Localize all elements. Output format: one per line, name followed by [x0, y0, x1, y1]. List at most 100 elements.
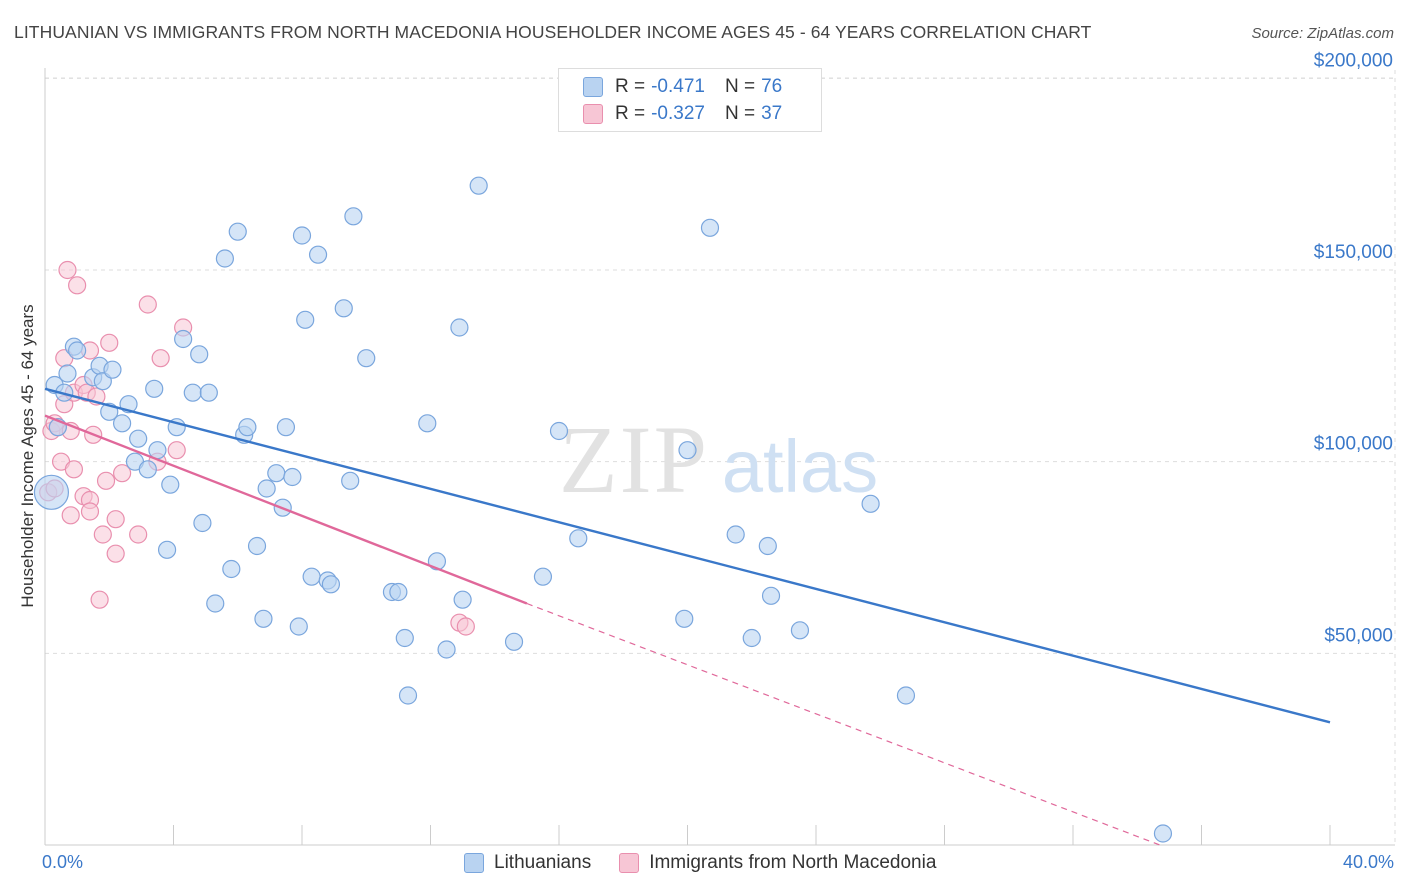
legend-label: Immigrants from North Macedonia [649, 852, 937, 873]
point-north-macedonia [64, 460, 84, 479]
stats-row-north-macedonia: R = -0.327 N = 37 [583, 101, 782, 127]
point-lithuanians [418, 414, 437, 433]
point-lithuanians [533, 567, 553, 586]
series-lithuanians-points [33, 176, 1173, 843]
point-north-macedonia [106, 544, 125, 563]
point-lithuanians [758, 536, 777, 556]
point-lithuanians [289, 617, 308, 636]
point-lithuanians [308, 245, 328, 264]
point-north-macedonia [68, 276, 87, 295]
point-north-macedonia [112, 464, 132, 483]
trend-line-lithuanians [44, 387, 1331, 724]
legend-label: Lithuanians [494, 852, 592, 873]
point-north-macedonia [151, 349, 170, 368]
point-lithuanians [700, 218, 720, 237]
point-lithuanians [183, 383, 202, 402]
point-lithuanians [228, 222, 247, 241]
point-lithuanians [222, 559, 241, 579]
grid-lines [45, 70, 1396, 845]
point-lithuanians [112, 414, 132, 433]
point-north-macedonia [138, 295, 157, 314]
point-lithuanians [504, 632, 524, 651]
y-axis-label: Householder Income Ages 45 - 64 years [18, 304, 37, 608]
point-lithuanians [437, 640, 456, 659]
r-value: -0.471 [651, 76, 705, 97]
trend-extension-north-macedonia [526, 602, 1160, 846]
point-lithuanians [344, 207, 363, 226]
point-lithuanians [190, 345, 209, 364]
point-lithuanians [292, 226, 312, 245]
point-north-macedonia [129, 525, 148, 544]
point-lithuanians [357, 349, 376, 368]
point-lithuanians [257, 479, 276, 498]
point-lithuanians [138, 460, 157, 479]
lithuanians-swatch [464, 853, 484, 873]
y-tick-label: $100,000 [1314, 434, 1393, 455]
r-value: -0.327 [651, 103, 705, 124]
x-tick-max: 40.0% [1342, 852, 1394, 872]
point-lithuanians [129, 429, 148, 448]
point-north-macedonia [58, 260, 77, 280]
n-value: 37 [761, 103, 783, 124]
source-credit: Source: ZipAtlas.com [1251, 25, 1394, 42]
point-lithuanians [389, 582, 408, 602]
stats-row-lithuanians: R = -0.471 N = 76 [583, 74, 782, 100]
watermark-zip: ZIP [559, 406, 709, 513]
point-lithuanians [276, 418, 296, 437]
axes [44, 68, 1395, 846]
point-lithuanians [395, 628, 414, 648]
point-lithuanians [267, 464, 286, 483]
point-lithuanians [161, 475, 180, 494]
point-north-macedonia [93, 525, 112, 544]
point-lithuanians [296, 310, 315, 329]
watermark-atlas: atlas [722, 425, 878, 508]
point-lithuanians [145, 379, 164, 398]
point-lithuanians [174, 329, 193, 349]
north-macedonia-swatch [619, 853, 640, 873]
y-tick-label: $150,000 [1314, 242, 1393, 263]
point-lithuanians [283, 467, 302, 487]
point-lithuanians [790, 621, 810, 640]
point-north-macedonia [167, 441, 186, 460]
point-lithuanians [761, 586, 781, 605]
point-lithuanians [58, 364, 77, 383]
point-lithuanians [678, 441, 697, 460]
y-tick-labels: $50,000 $100,000 $150,000 $200,000 [1314, 50, 1393, 646]
point-lithuanians [247, 536, 267, 556]
point-north-macedonia [90, 590, 109, 609]
point-lithuanians [334, 299, 353, 318]
stats-legend: R = -0.471 N = 76 R = -0.327 N = 37 [558, 68, 822, 132]
point-north-macedonia [100, 333, 119, 352]
point-lithuanians [206, 594, 225, 613]
series-north-macedonia-points [39, 260, 475, 636]
legend-item-lithuanians: Lithuanians [464, 852, 591, 874]
chart-title: LITHUANIAN VS IMMIGRANTS FROM NORTH MACE… [14, 22, 1092, 42]
point-lithuanians [238, 418, 257, 437]
point-north-macedonia [456, 617, 475, 636]
point-lithuanians [68, 341, 87, 360]
watermark: ZIP atlas [559, 406, 878, 513]
point-lithuanians [742, 628, 761, 648]
n-label: N = [724, 76, 756, 97]
point-lithuanians [254, 609, 273, 628]
point-lithuanians [469, 176, 488, 195]
point-lithuanians [398, 686, 418, 705]
point-lithuanians [675, 609, 694, 628]
n-label: N = [724, 103, 756, 124]
point-lithuanians [157, 540, 177, 559]
n-value: 76 [761, 76, 783, 97]
point-north-macedonia [96, 471, 116, 490]
trend-line-north-macedonia [44, 414, 528, 605]
legend-item-north-macedonia: Immigrants from North Macedonia [619, 852, 936, 874]
point-north-macedonia [61, 506, 80, 525]
y-tick-label: $50,000 [1324, 625, 1393, 646]
lithuanians-swatch [583, 77, 603, 97]
point-lithuanians [726, 525, 745, 544]
point-lithuanians [569, 529, 588, 548]
point-lithuanians [193, 513, 212, 533]
point-lithuanians [1153, 824, 1173, 843]
north-macedonia-swatch [583, 104, 603, 124]
point-lithuanians [215, 249, 234, 268]
x-tick-min: 0.0% [42, 852, 84, 872]
